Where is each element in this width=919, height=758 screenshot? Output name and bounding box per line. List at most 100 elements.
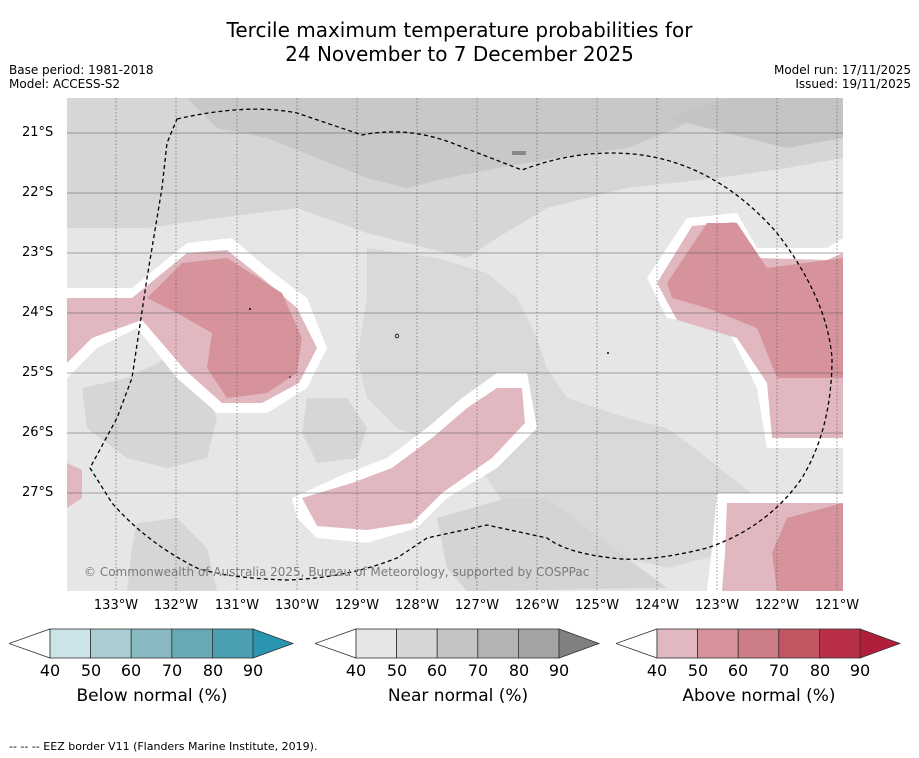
copyright-notice: © Commonwealth of Australia 2025, Bureau… bbox=[84, 565, 590, 579]
near-normal-60-northeast bbox=[667, 98, 843, 148]
legend-tick: 80 bbox=[202, 661, 224, 680]
colorbar-segment bbox=[49, 628, 91, 659]
lon-label-133: 133°W bbox=[93, 598, 139, 613]
lat-label-21: 21°S bbox=[22, 125, 54, 140]
legend-tick: 40 bbox=[39, 661, 61, 680]
above-normal-southeast-50 bbox=[772, 503, 843, 591]
legend-tick: 70 bbox=[467, 661, 489, 680]
lat-label-23: 23°S bbox=[22, 245, 54, 260]
colorbar-over-triangle bbox=[558, 628, 601, 659]
legend-above-normal: 40 50 60 70 80 90 Above normal (%) bbox=[616, 628, 906, 718]
legend-caption: Near normal (%) bbox=[387, 686, 529, 706]
lon-label-127: 127°W bbox=[454, 598, 500, 613]
colorbar-above-normal bbox=[616, 628, 902, 659]
legend-tick: 90 bbox=[242, 661, 264, 680]
legend-tick: 50 bbox=[80, 661, 102, 680]
colorbar-segment bbox=[211, 628, 254, 659]
above-normal-west-50 bbox=[147, 258, 302, 398]
map-area bbox=[67, 98, 843, 591]
colorbar-below-normal bbox=[9, 628, 295, 659]
title-line-1: Tercile maximum temperature probabilitie… bbox=[226, 18, 693, 42]
legend-tick: 50 bbox=[386, 661, 408, 680]
above-normal-east bbox=[67, 213, 843, 591]
legend-tick: 50 bbox=[687, 661, 709, 680]
near-normal-50-central bbox=[357, 248, 767, 568]
island-marker bbox=[394, 333, 400, 339]
meta-right: Model run: 17/11/2025 Issued: 19/11/2025 bbox=[774, 63, 911, 91]
issued-date: Issued: 19/11/2025 bbox=[795, 77, 911, 91]
colorbar-segment bbox=[697, 628, 739, 659]
lon-label-125: 125°W bbox=[574, 598, 620, 613]
legend-tick: 60 bbox=[120, 661, 142, 680]
island-marker bbox=[249, 308, 251, 310]
map-title: Tercile maximum temperature probabilitie… bbox=[0, 18, 919, 66]
legend-tick: 60 bbox=[727, 661, 749, 680]
near-normal-60-north bbox=[187, 98, 727, 188]
legend-caption: Above normal (%) bbox=[682, 686, 836, 706]
near-normal-spot bbox=[512, 151, 526, 155]
lat-label-27: 27°S bbox=[22, 485, 54, 500]
colorbar-segment bbox=[477, 628, 519, 659]
legend-tick: 80 bbox=[508, 661, 530, 680]
legend-tick: 70 bbox=[161, 661, 183, 680]
near-normal-50-patch bbox=[302, 398, 367, 463]
legend-tick: 60 bbox=[426, 661, 448, 680]
colorbar-segment bbox=[171, 628, 213, 659]
probability-map bbox=[67, 98, 843, 591]
legend-tick: 80 bbox=[809, 661, 831, 680]
colorbar-under-triangle bbox=[616, 628, 658, 659]
lat-label-25: 25°S bbox=[22, 365, 54, 380]
island-marker bbox=[289, 376, 291, 378]
colorbar-segment bbox=[517, 628, 560, 659]
lat-label-22: 22°S bbox=[22, 185, 54, 200]
colorbar-segment bbox=[436, 628, 479, 659]
colorbar-segment bbox=[396, 628, 438, 659]
lon-label-131: 131°W bbox=[214, 598, 260, 613]
graticule bbox=[115, 98, 838, 591]
meta-left: Base period: 1981-2018 Model: ACCESS-S2 bbox=[9, 63, 154, 91]
colorbar-segment bbox=[355, 628, 397, 659]
colorbar-under-triangle bbox=[9, 628, 51, 659]
above-normal-south-40 bbox=[302, 388, 525, 530]
lat-label-24: 24°S bbox=[22, 305, 54, 320]
legend-below-normal: 40 50 60 70 80 90 Below normal (%) bbox=[9, 628, 299, 718]
legend-caption: Below normal (%) bbox=[76, 686, 228, 706]
island-marker bbox=[607, 352, 609, 354]
legend-tick: 90 bbox=[548, 661, 570, 680]
colorbar-segment bbox=[778, 628, 820, 659]
lon-label-132: 132°W bbox=[153, 598, 199, 613]
legend-tick: 40 bbox=[345, 661, 367, 680]
colorbar-segment bbox=[90, 628, 132, 659]
title-line-2: 24 November to 7 December 2025 bbox=[285, 42, 634, 66]
above-normal-west bbox=[67, 238, 327, 413]
colorbar-under-triangle bbox=[315, 628, 357, 659]
above-normal-east-50 bbox=[667, 223, 843, 378]
above-normal-edge bbox=[67, 463, 82, 508]
legend-tick: 40 bbox=[646, 661, 668, 680]
legend-near-normal: 40 50 60 70 80 90 Near normal (%) bbox=[315, 628, 605, 718]
colorbar-segment bbox=[656, 628, 698, 659]
parallels bbox=[67, 132, 843, 494]
colorbar-segment bbox=[818, 628, 861, 659]
model-run: Model run: 17/11/2025 bbox=[773, 63, 911, 77]
lon-label-121: 121°W bbox=[814, 598, 860, 613]
lat-label-26: 26°S bbox=[22, 425, 54, 440]
lon-label-128: 128°W bbox=[394, 598, 440, 613]
colorbar-near-normal bbox=[315, 628, 601, 659]
colorbar-over-triangle bbox=[859, 628, 902, 659]
near-normal-50-south bbox=[437, 498, 667, 591]
colorbar-over-triangle bbox=[252, 628, 295, 659]
above-normal-south bbox=[292, 373, 537, 543]
colorbar-segment bbox=[737, 628, 780, 659]
lon-label-124: 124°W bbox=[634, 598, 680, 613]
lon-label-122: 122°W bbox=[754, 598, 800, 613]
base-period: Base period: 1981-2018 bbox=[9, 63, 154, 77]
legend-tick: 90 bbox=[849, 661, 871, 680]
legend-tick: 70 bbox=[768, 661, 790, 680]
lon-label-126: 126°W bbox=[514, 598, 560, 613]
model-name: Model: ACCESS-S2 bbox=[9, 77, 121, 91]
colorbar-segment bbox=[130, 628, 173, 659]
lon-label-129: 129°W bbox=[334, 598, 380, 613]
lon-label-123: 123°W bbox=[694, 598, 740, 613]
eez-footnote: -- -- -- EEZ border V11 (Flanders Marine… bbox=[9, 740, 318, 753]
